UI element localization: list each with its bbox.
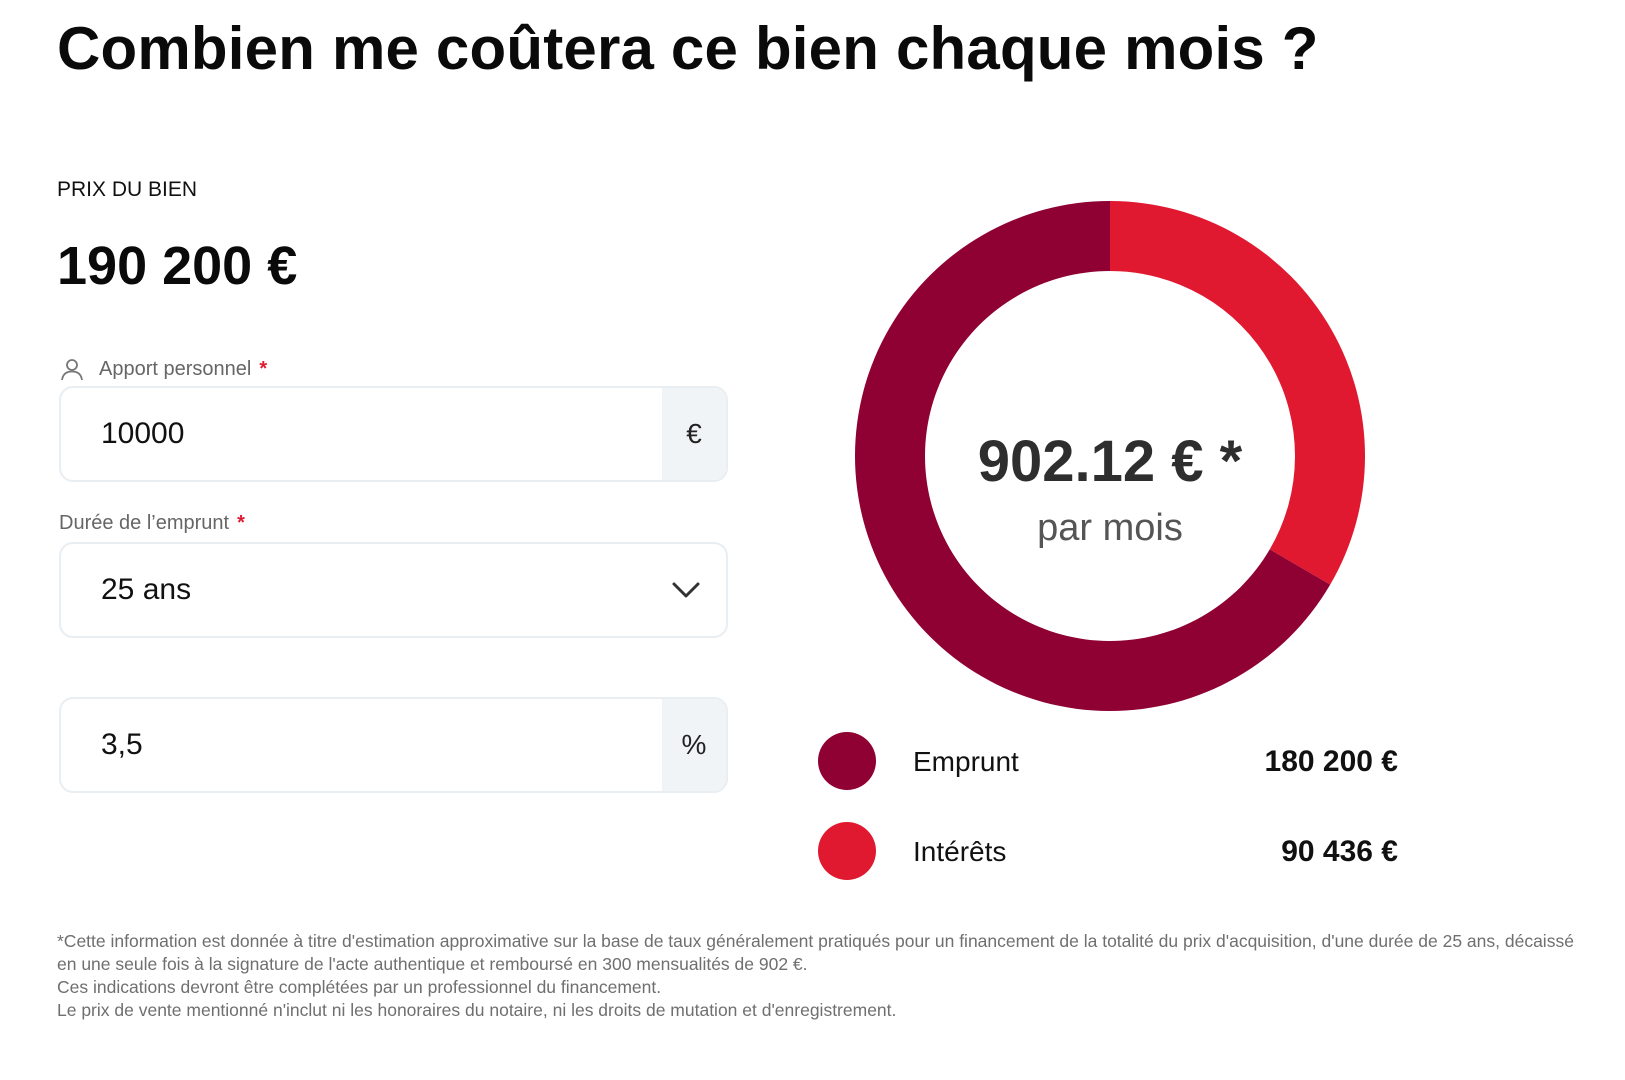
legend-swatch-interets — [818, 822, 876, 880]
monthly-payment-unit: par mois — [1037, 507, 1183, 549]
taux-field[interactable]: 3,5 % — [59, 697, 728, 793]
apport-label: Apport personnel * — [59, 356, 267, 382]
chevron-down-icon[interactable] — [646, 544, 726, 636]
legend-amount: 90 436 € — [1281, 835, 1398, 868]
donut-slice-emprunt — [855, 201, 1331, 711]
page-title: Combien me coûtera ce bien chaque mois ? — [57, 15, 1319, 82]
percent-suffix: % — [662, 699, 726, 791]
apport-input[interactable]: 10000 — [101, 417, 185, 450]
duree-selected-value: 25 ans — [101, 573, 192, 606]
disclaimer: *Cette information est donnée à titre d'… — [57, 930, 1587, 1022]
required-mark: * — [237, 512, 245, 534]
duree-label-text: Durée de l’emprunt — [59, 512, 230, 534]
user-icon — [59, 356, 85, 382]
duree-label: Durée de l’emprunt * — [59, 512, 245, 535]
price-value: 190 200 € — [57, 236, 298, 296]
donut-chart-svg — [855, 201, 1365, 711]
apport-field[interactable]: 10000 € — [59, 386, 728, 482]
taux-input[interactable]: 3,5 — [101, 728, 143, 761]
disclaimer-line: Le prix de vente mentionné n'inclut ni l… — [57, 1000, 897, 1020]
euro-suffix: € — [662, 388, 726, 480]
disclaimer-line: *Cette information est donnée à titre d'… — [57, 931, 1574, 974]
donut-slice-interets — [1110, 201, 1365, 585]
required-mark: * — [259, 357, 268, 380]
duree-select[interactable]: 25 ans — [59, 542, 728, 638]
donut-chart — [840, 186, 1380, 726]
price-label: PRIX DU BIEN — [57, 178, 198, 201]
legend-amount: 180 200 € — [1264, 745, 1398, 778]
legend-item-emprunt: Emprunt 180 200 € — [818, 732, 1398, 792]
monthly-payment-value: 902.12 € * — [977, 429, 1243, 494]
legend-swatch-emprunt — [818, 732, 876, 790]
apport-label-text: Apport personnel — [99, 357, 252, 380]
disclaimer-line: Ces indications devront être complétées … — [57, 977, 662, 997]
legend-label: Intérêts — [913, 836, 1007, 867]
legend-label: Emprunt — [913, 746, 1019, 777]
legend-item-interets: Intérêts 90 436 € — [818, 822, 1398, 882]
